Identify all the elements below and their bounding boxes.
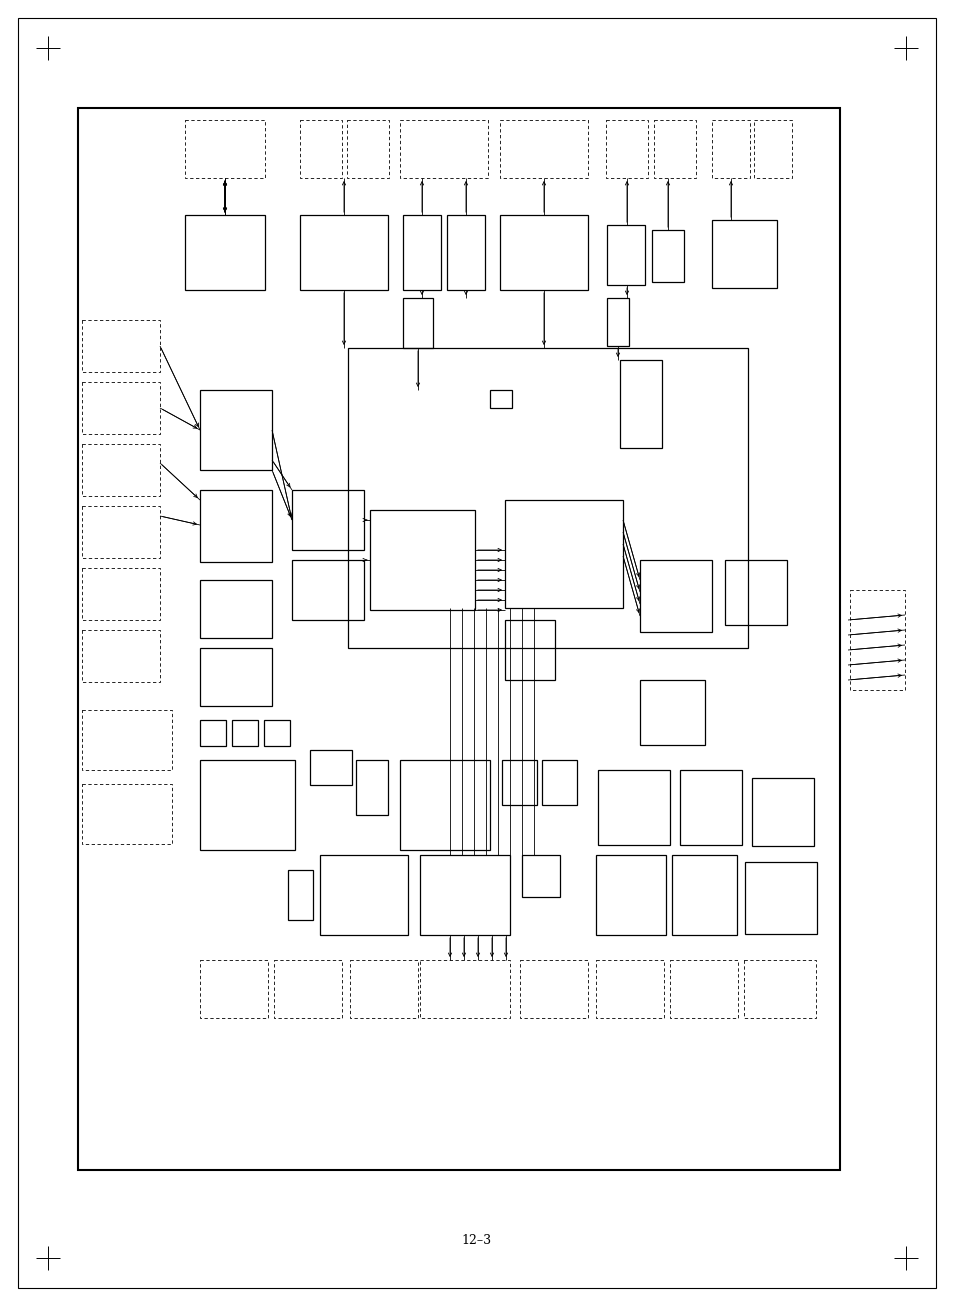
Bar [82,629,160,682]
Bar [292,490,364,550]
Bar [753,120,791,178]
Bar [669,960,738,1017]
Bar [274,960,341,1017]
Bar [350,960,417,1017]
Bar [490,390,512,407]
Bar [310,750,352,785]
Bar [200,960,268,1017]
Bar [348,347,747,648]
Bar [232,720,257,746]
Bar [319,855,408,935]
Bar [541,760,577,804]
Bar [82,381,160,434]
Bar [521,855,559,897]
Bar [606,298,628,346]
Bar [499,120,587,178]
Bar [596,855,665,935]
Bar [619,360,661,448]
Bar [711,219,776,289]
Bar [639,560,711,632]
Bar [501,760,537,804]
Bar [419,855,510,935]
Bar [519,960,587,1017]
Text: 12–3: 12–3 [461,1233,492,1246]
Bar [82,444,160,496]
Bar [200,760,294,850]
Bar [504,620,555,680]
Bar [679,771,741,845]
Bar [82,320,160,372]
Bar [605,120,647,178]
Bar [711,120,749,178]
Bar [606,225,644,285]
Bar [598,771,669,845]
Bar [82,784,172,844]
Bar [200,580,272,639]
Bar [399,760,490,850]
Bar [347,120,389,178]
Bar [82,710,172,771]
Bar [78,108,840,1170]
Bar [751,778,813,846]
Bar [499,215,587,290]
Bar [399,120,488,178]
Bar [419,960,510,1017]
Bar [355,760,388,815]
Bar [447,215,484,290]
Bar [743,960,815,1017]
Bar [200,720,226,746]
Bar [402,215,440,290]
Bar [82,568,160,620]
Bar [504,500,622,609]
Bar [299,120,341,178]
Bar [370,511,475,610]
Bar [292,560,364,620]
Bar [185,120,265,178]
Bar [264,720,290,746]
Bar [402,298,433,347]
Bar [299,215,388,290]
Bar [200,390,272,470]
Bar [82,505,160,558]
Bar [288,870,313,919]
Bar [671,855,737,935]
Bar [185,215,265,290]
Bar [596,960,663,1017]
Bar [200,490,272,562]
Bar [744,862,816,934]
Bar [200,648,272,707]
Bar [639,680,704,744]
Bar [724,560,786,626]
Bar [654,120,696,178]
Bar [849,590,904,690]
Bar [651,230,683,282]
